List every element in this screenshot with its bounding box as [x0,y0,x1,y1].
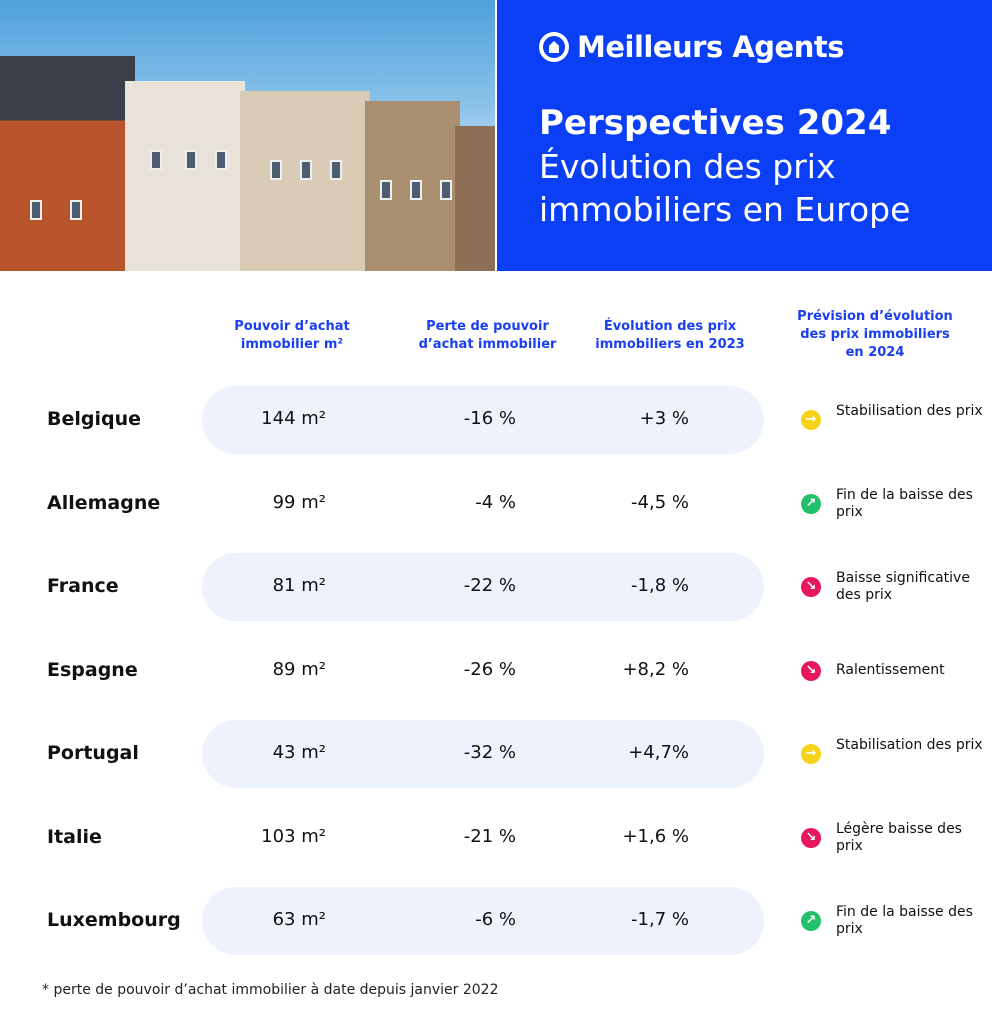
power-loss-value: -22 % [463,575,516,596]
column-header-price-evolution-2023: Évolution des prix immobiliers en 2023 [595,319,745,352]
arrow-down-right-icon: ↘ [801,827,821,848]
arrow-down-right-icon: ↘ [801,660,821,681]
price-evolution-value: -1,7 % [631,909,689,930]
forecast-text: Baisse significative des prix [836,570,970,603]
forecast-text: Stabilisation des prix [836,403,983,419]
forecast-text: Ralentissement [836,661,945,678]
price-evolution-value: -1,8 % [631,575,689,596]
brand-name: Meilleurs Agents [577,30,844,64]
forecast-text: Fin de la baisse des prix [836,904,973,937]
row-highlight [202,887,764,955]
arrow-right-icon: → [801,410,821,430]
country-name: Allemagne [47,491,161,514]
power-loss-value: -4 % [475,491,516,513]
country-name: Luxembourg [47,909,181,931]
arrow-right-icon: → [801,744,821,764]
power-loss-value: -26 % [463,658,516,680]
purchasing-power-value: 43 m² [272,742,326,763]
table-row: Espagne 89 m² -26 % +8,2 % ↘ Ralentissem… [0,637,992,705]
subtitle-line-1: Évolution des prix [539,147,836,186]
arrow-up-right-icon: ↗ [801,911,821,931]
arrow-up-right-icon: ↗ [801,493,821,514]
country-name: Portugal [47,742,139,764]
table-row: Luxembourg 63 m² -6 % -1,7 % ↗ Fin de la… [0,887,992,955]
power-loss-value: -32 % [463,742,516,763]
price-evolution-value: +1,6 % [622,825,689,847]
subtitle-line-2: immobiliers en Europe [539,190,911,229]
row-highlight [202,553,764,621]
page-title: Perspectives 2024 [539,103,892,143]
purchasing-power-value: 89 m² [272,658,326,680]
power-loss-value: -6 % [475,909,516,930]
country-name: Italie [47,825,102,848]
price-evolution-value: +8,2 % [622,658,689,680]
header-panel: Meilleurs Agents Perspectives 2024 Évolu… [497,0,992,271]
power-loss-value: -21 % [463,825,516,847]
column-header-purchasing-power: Pouvoir d’achat immobilier m² [234,319,350,352]
price-evolution-value: +4,7% [628,742,689,763]
forecast-text: Fin de la baisse des prix [836,486,973,520]
header-photo-buildings [0,0,495,271]
price-evolution-value: -4,5 % [631,491,689,513]
row-highlight [202,386,764,454]
page-subtitle: Évolution des prix immobiliers en Europe [539,145,910,231]
price-evolution-value: +3 % [639,408,689,429]
purchasing-power-value: 103 m² [261,825,326,847]
forecast-text: Stabilisation des prix [836,737,983,753]
column-header-power-loss: Perte de pouvoir d’achat immobilier [418,319,557,352]
house-logo-icon [539,32,569,62]
table-row: Belgique 144 m² -16 % +3 % → Stabilisati… [0,386,992,454]
table-row: France 81 m² -22 % -1,8 % ↘ Baisse signi… [0,553,992,621]
country-name: Belgique [47,408,142,430]
table-row: Portugal 43 m² -32 % +4,7% → Stabilisati… [0,720,992,788]
purchasing-power-value: 99 m² [272,491,326,513]
purchasing-power-value: 81 m² [272,575,326,596]
column-header-forecast-2024: Prévision d’évolution des prix immobilie… [797,309,953,360]
power-loss-value: -16 % [463,408,516,429]
country-name: Espagne [47,658,138,681]
forecast-text: Légère baisse des prix [836,820,962,854]
table-row: Allemagne 99 m² -4 % -4,5 % ↗ Fin de la … [0,470,992,538]
row-highlight [202,720,764,788]
brand-logo: Meilleurs Agents [539,30,844,64]
footnote: * perte de pouvoir d’achat immobilier à … [42,982,499,998]
purchasing-power-value: 63 m² [272,909,326,930]
table-row: Italie 103 m² -21 % +1,6 % ↘ Légère bais… [0,804,992,872]
country-name: France [47,575,119,597]
purchasing-power-value: 144 m² [261,408,326,429]
arrow-down-right-icon: ↘ [801,577,821,597]
